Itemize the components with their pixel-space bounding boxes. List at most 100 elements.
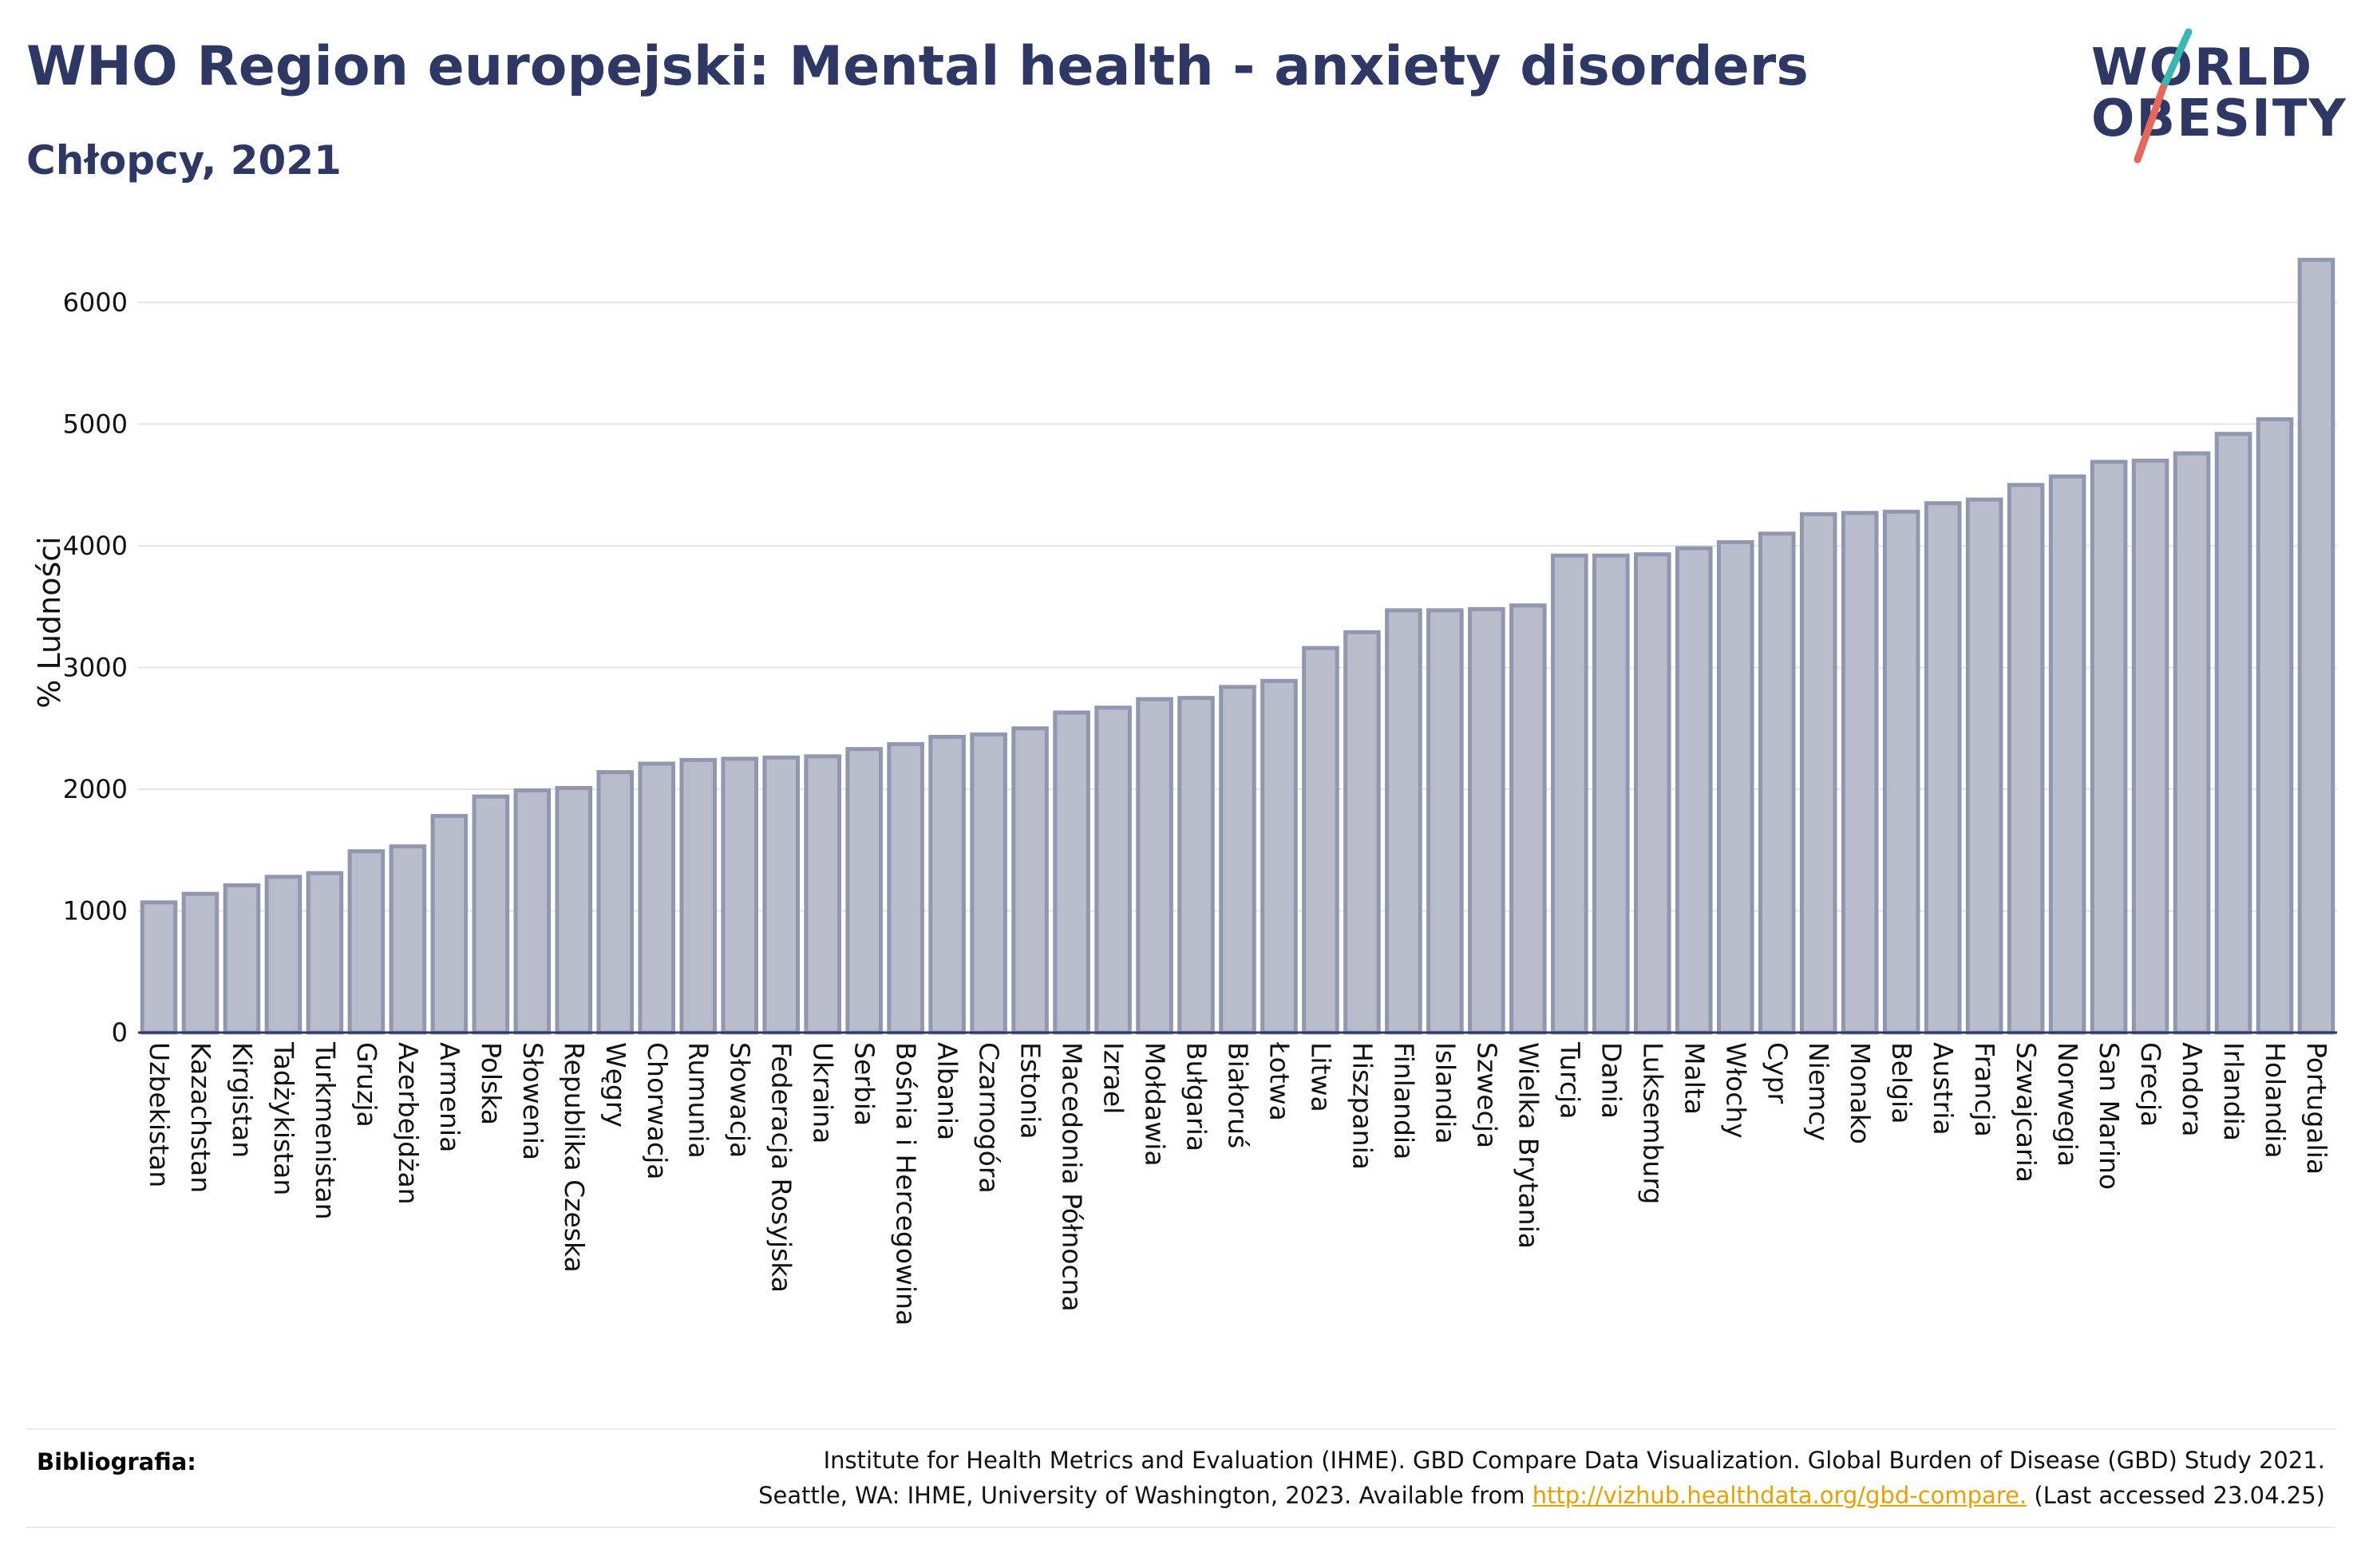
x-tick-label: Włochy bbox=[1720, 1042, 1751, 1139]
x-tick-label: Litwa bbox=[1305, 1042, 1336, 1112]
bar bbox=[472, 794, 510, 1035]
x-tick-label: Ukraina bbox=[808, 1042, 839, 1143]
x-tick-label: Łotwa bbox=[1264, 1041, 1295, 1121]
x-tick-label: Szwajcaria bbox=[2011, 1042, 2042, 1183]
x-tick-label: Albania bbox=[932, 1042, 963, 1140]
x-tick-label: Mołdawia bbox=[1140, 1042, 1171, 1167]
bar bbox=[1882, 509, 1920, 1035]
bar bbox=[596, 770, 635, 1035]
bar bbox=[1468, 606, 1505, 1035]
x-tick-label: Luksemburg bbox=[1637, 1042, 1668, 1204]
bar bbox=[1675, 546, 1713, 1035]
bar bbox=[679, 757, 718, 1035]
bar bbox=[1509, 603, 1547, 1035]
x-tick-label: Armenia bbox=[434, 1042, 465, 1152]
x-tick-label: Estonia bbox=[1015, 1042, 1046, 1139]
x-tick-label: Polska bbox=[476, 1042, 507, 1125]
bar bbox=[2090, 460, 2128, 1035]
bibliography-line-2: Seattle, WA: IHME, University of Washing… bbox=[489, 1478, 2325, 1513]
bar bbox=[1219, 685, 1256, 1035]
bar bbox=[223, 883, 261, 1035]
bar bbox=[430, 814, 469, 1035]
x-tick-label: Kirgistan bbox=[227, 1042, 258, 1158]
x-tick-label: Słowenia bbox=[517, 1042, 548, 1160]
bar bbox=[1343, 630, 1381, 1035]
bar bbox=[306, 871, 344, 1035]
x-tick-label: Węgry bbox=[600, 1042, 631, 1128]
x-tick-label: Grecja bbox=[2135, 1042, 2166, 1127]
bar bbox=[1053, 710, 1090, 1035]
bibliography-line-2-text: Seattle, WA: IHME, University of Washing… bbox=[758, 1482, 1532, 1509]
x-tick-label: Dania bbox=[1596, 1042, 1627, 1119]
x-tick-label: Monako bbox=[1845, 1042, 1876, 1144]
x-tick-label: Holandia bbox=[2260, 1042, 2291, 1159]
bar bbox=[389, 844, 427, 1035]
bar bbox=[887, 742, 924, 1035]
bar bbox=[1302, 646, 1339, 1035]
x-tick-label: Azerbejdżan bbox=[393, 1042, 424, 1205]
bar bbox=[804, 754, 841, 1035]
bar bbox=[347, 849, 386, 1035]
chart-title: WHO Region europejski: Mental health - a… bbox=[26, 35, 1809, 98]
x-tick-label: Andora bbox=[2177, 1042, 2208, 1136]
x-tick-label: Niemcy bbox=[1803, 1042, 1834, 1141]
x-tick-label: Malta bbox=[1679, 1042, 1710, 1115]
logo-text-obesity: OBESITY bbox=[2091, 89, 2347, 148]
x-tick-label: Rumunia bbox=[683, 1042, 714, 1159]
bar bbox=[1551, 553, 1588, 1035]
footer-divider-bottom bbox=[26, 1527, 2335, 1528]
x-tick-label: Wielka Brytania bbox=[1513, 1042, 1544, 1249]
y-tick-label: 4000 bbox=[63, 531, 128, 561]
x-tick-label: Szwecja bbox=[1471, 1042, 1502, 1148]
y-tick-label: 2000 bbox=[63, 774, 128, 804]
x-tick-label: Turkmenistan bbox=[310, 1041, 341, 1220]
bibliography-line-1: Institute for Health Metrics and Evaluat… bbox=[823, 1447, 2325, 1474]
logo-text-world: WORLD bbox=[2091, 38, 2314, 97]
bar bbox=[1634, 552, 1671, 1035]
bar bbox=[2131, 458, 2169, 1035]
bibliography-text: Institute for Health Metrics and Evaluat… bbox=[489, 1443, 2325, 1513]
x-tick-label: Hiszpania bbox=[1347, 1042, 1378, 1170]
bar bbox=[1177, 696, 1215, 1035]
bar bbox=[1758, 531, 1796, 1035]
y-tick-label: 6000 bbox=[63, 287, 128, 318]
bar bbox=[1136, 697, 1173, 1035]
bar bbox=[1260, 678, 1298, 1035]
x-tick-label: Kazachstan bbox=[185, 1042, 216, 1193]
x-tick-label: Tadżykistan bbox=[268, 1041, 299, 1195]
x-tick-label: Turcja bbox=[1554, 1041, 1585, 1119]
bar bbox=[140, 900, 178, 1035]
bar bbox=[2256, 417, 2294, 1035]
x-tick-label: Portugalia bbox=[2301, 1042, 2332, 1175]
bar bbox=[845, 747, 883, 1035]
bar bbox=[2048, 474, 2086, 1035]
bar bbox=[513, 788, 552, 1035]
bibliography-label: Bibliografia: bbox=[37, 1448, 196, 1475]
x-tick-label: Federacja Rosyjska bbox=[766, 1042, 797, 1293]
x-tick-label: Republika Czeska bbox=[559, 1042, 590, 1273]
bar bbox=[970, 732, 1007, 1035]
bar bbox=[1799, 511, 1837, 1035]
bar bbox=[2007, 483, 2045, 1035]
x-tick-label: Norwegia bbox=[2052, 1042, 2083, 1167]
logo-slash-icon bbox=[2134, 28, 2193, 164]
y-tick-label: 1000 bbox=[63, 896, 128, 926]
bar bbox=[1426, 608, 1464, 1035]
bibliography-line-2-suffix: (Last accessed 23.04.25) bbox=[2027, 1482, 2325, 1509]
x-tick-label: Irlandia bbox=[2218, 1042, 2249, 1141]
x-tick-label: Bułgaria bbox=[1181, 1042, 1212, 1151]
y-axis-label: % Ludności bbox=[32, 536, 67, 708]
bar bbox=[1011, 726, 1049, 1035]
x-tick-label: Słowacja bbox=[725, 1042, 756, 1158]
x-tick-label: Bośnia i Hercegowina bbox=[891, 1042, 922, 1325]
bar bbox=[928, 734, 966, 1035]
bar-chart: 0 1000 2000 3000 4000 5000 6000 % Ludności Uzbek… bbox=[32, 258, 2337, 1325]
footer-divider-top bbox=[26, 1428, 2335, 1430]
bibliography-link[interactable]: http://vizhub.healthdata.org/gbd-compare… bbox=[1532, 1482, 2027, 1509]
x-tick-label: Belgia bbox=[1886, 1042, 1917, 1124]
bar bbox=[1385, 608, 1422, 1035]
x-tick-label: Macedonia Północna bbox=[1057, 1042, 1088, 1312]
bar bbox=[1924, 501, 1962, 1035]
x-tick-label: Izrael bbox=[1098, 1042, 1129, 1114]
x-tick-label: Uzbekistan bbox=[144, 1042, 175, 1187]
